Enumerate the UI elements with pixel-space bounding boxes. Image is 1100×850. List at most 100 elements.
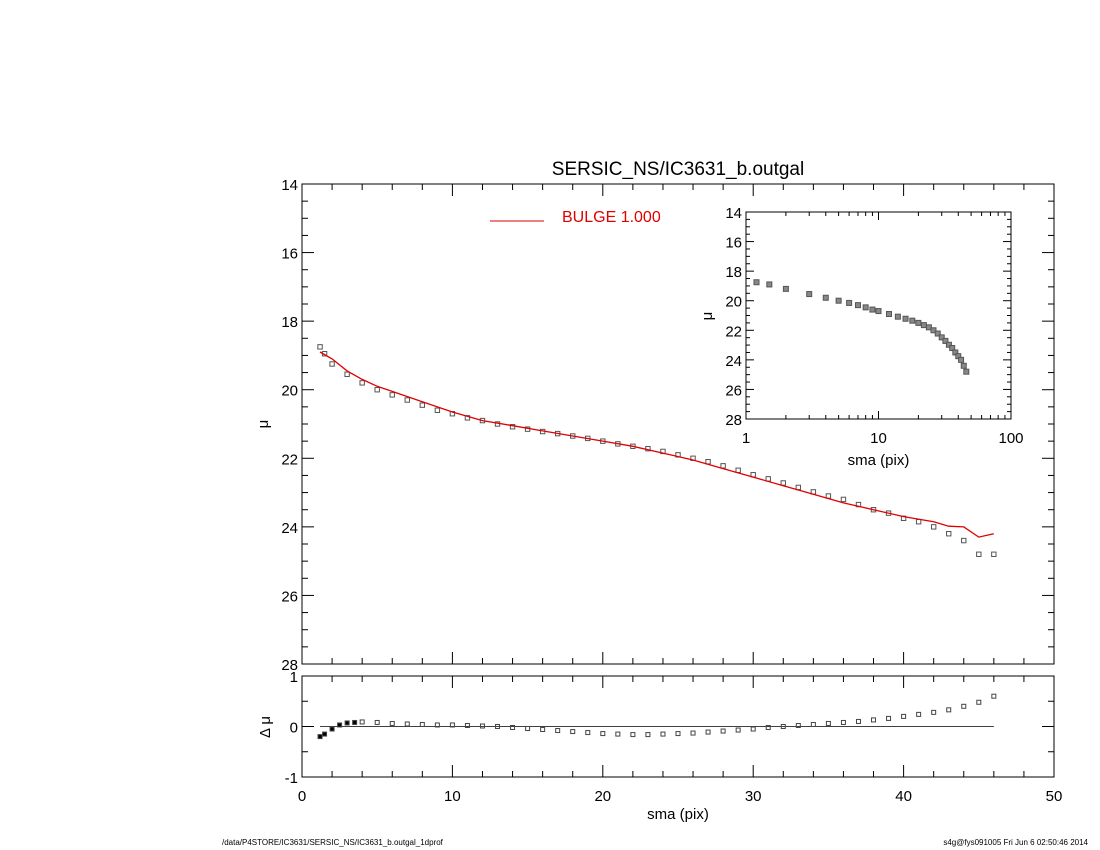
data-point <box>344 371 350 377</box>
y-tick-label: 18 <box>725 264 742 281</box>
data-point <box>359 380 365 386</box>
y-tick-label: 22 <box>281 451 298 468</box>
x-tick-label: 20 <box>594 788 611 805</box>
data-point <box>915 319 922 326</box>
residual-point <box>570 729 576 735</box>
residual-point <box>750 726 756 732</box>
data-point <box>915 519 922 525</box>
residual-point <box>855 718 861 724</box>
residual-point <box>585 730 591 736</box>
residual-point <box>645 732 651 738</box>
residual-point <box>419 721 425 727</box>
residual-point <box>374 719 380 725</box>
y-axis-label: μ <box>699 312 716 321</box>
data-point <box>835 297 842 304</box>
residual-point <box>961 703 967 709</box>
data-point <box>854 302 861 309</box>
data-point <box>894 313 901 320</box>
data-point <box>766 281 773 288</box>
y-axis-label: μ <box>255 420 272 429</box>
residual-point <box>389 720 395 726</box>
residual-point <box>931 709 937 715</box>
residual-point <box>479 723 485 729</box>
data-point <box>938 334 945 341</box>
data-point <box>875 308 882 315</box>
data-point <box>822 294 829 301</box>
residual-point <box>901 713 907 719</box>
data-point <box>902 315 909 322</box>
legend-label: BULGE 1.000 <box>562 209 661 226</box>
y-tick-label: 14 <box>725 205 742 222</box>
inset-panel: 14 16 18 20 22 24 26 281 10 100 sma (pix) μ <box>699 205 1024 469</box>
residual-point <box>540 727 546 733</box>
footer-timestamp: s4g@fys091005 Fri Jun 6 02:50:46 2014 <box>943 838 1088 847</box>
data-point <box>934 330 941 337</box>
data-point <box>930 524 937 530</box>
data-point <box>419 402 426 408</box>
residual-point <box>991 693 997 699</box>
y-tick-label: 28 <box>725 412 742 429</box>
data-point <box>862 304 869 311</box>
data-point <box>960 362 967 369</box>
residual-point <box>720 728 726 734</box>
x-tick-label: 50 <box>1046 788 1063 805</box>
data-point <box>961 537 967 544</box>
data-point <box>317 344 323 350</box>
data-point <box>946 531 952 537</box>
y-tick-label: 26 <box>725 382 742 399</box>
data-point <box>885 311 892 318</box>
data-point <box>942 337 949 344</box>
bulge-model-line <box>319 351 994 538</box>
data-point <box>945 341 952 348</box>
residual-point <box>329 726 335 732</box>
y-tick-label: 14 <box>281 177 298 194</box>
residual-point <box>780 724 786 729</box>
residual-point <box>825 720 831 726</box>
residual-point <box>449 722 455 728</box>
residual-point <box>525 726 531 732</box>
data-point <box>509 424 516 430</box>
y-axis-label: Δ μ <box>257 716 274 738</box>
residual-point <box>352 719 358 725</box>
residual-point <box>690 730 696 736</box>
residual-point <box>510 725 516 731</box>
chart-title: SERSIC_NS/IC3631_b.outgal <box>552 159 804 180</box>
residual-point <box>404 721 410 727</box>
x-tick-label: 100 <box>998 430 1023 447</box>
x-tick-label: 10 <box>870 430 887 447</box>
data-point <box>976 551 982 557</box>
data-point <box>782 285 789 292</box>
data-point <box>963 368 970 375</box>
residual-point <box>810 721 816 727</box>
data-point <box>909 317 916 324</box>
y-tick-label: 16 <box>725 235 742 252</box>
y-tick-label: 24 <box>281 520 298 537</box>
data-point <box>991 551 997 557</box>
data-point <box>958 356 965 363</box>
x-tick-label: 10 <box>444 788 461 805</box>
y-tick-label: -1 <box>285 770 298 787</box>
residual-point <box>615 731 621 737</box>
residual-point <box>322 731 328 737</box>
x-tick-label: 0 <box>298 788 306 805</box>
y-tick-label: 20 <box>281 383 298 400</box>
data-point <box>374 387 380 393</box>
data-point <box>329 361 335 367</box>
data-point <box>780 480 786 486</box>
residual-point <box>705 729 711 735</box>
residual-point <box>735 727 741 733</box>
residual-point <box>464 722 470 728</box>
data-point <box>920 322 927 329</box>
data-point <box>840 496 847 503</box>
main-panel: SERSIC_NS/IC3631_b.outgal 14 16 18 20 22 24 26 2… <box>255 159 1055 674</box>
residual-point <box>795 722 801 728</box>
data-point <box>869 306 876 313</box>
y-tick-label: 1 <box>290 669 298 686</box>
residual-point <box>359 719 365 725</box>
y-tick-label: 20 <box>725 294 742 311</box>
x-axis-label: sma (pix) <box>848 452 910 469</box>
data-point <box>404 397 410 403</box>
residual-point <box>630 732 636 738</box>
residual-point <box>765 725 771 731</box>
